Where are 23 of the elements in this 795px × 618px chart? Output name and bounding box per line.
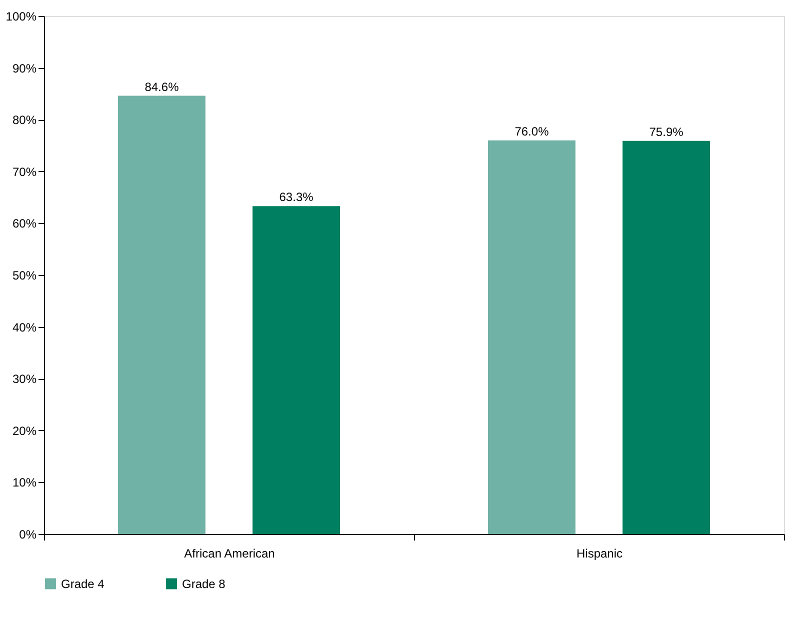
bar (488, 140, 576, 534)
y-tick-label: 20% (12, 424, 37, 438)
y-tick-label: 50% (12, 268, 37, 282)
y-tick-label: 90% (12, 61, 37, 76)
y-tick-label: 40% (12, 320, 37, 334)
y-tick-label: 0% (19, 528, 37, 542)
legend-label: Grade 4 (61, 576, 105, 591)
bar (118, 96, 206, 534)
legend-label: Grade 8 (182, 576, 226, 591)
y-tick-label: 10% (12, 476, 37, 490)
data-label: 84.6% (144, 80, 180, 94)
y-tick-label: 100% (6, 10, 37, 24)
bar (622, 140, 710, 534)
data-label: 76.0% (514, 124, 550, 138)
x-tick-label: Hispanic (576, 546, 623, 560)
y-tick-label: 30% (12, 372, 37, 386)
x-tick-label: African American (184, 546, 275, 560)
y-tick-label: 80% (12, 113, 37, 128)
data-label: 75.9% (649, 124, 684, 139)
data-label: 63.3% (279, 190, 314, 204)
y-tick-label: 60% (12, 216, 37, 231)
bar (252, 206, 340, 534)
y-tick-label: 70% (12, 164, 37, 179)
